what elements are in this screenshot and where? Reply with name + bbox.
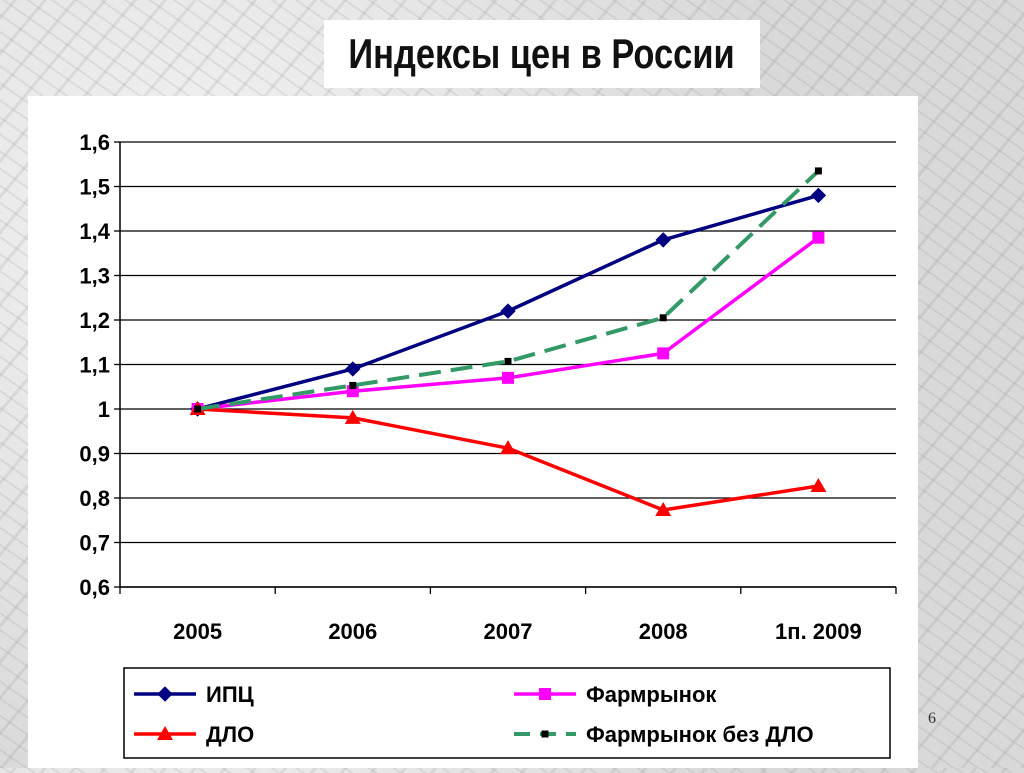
data-point [194, 405, 202, 413]
y-tick-label: 1,3 [79, 264, 110, 289]
legend-label: Фармрынок без ДЛО [586, 722, 814, 747]
series-4 [194, 167, 822, 413]
y-tick-label: 0,8 [79, 486, 110, 511]
y-tick-label: 1,6 [79, 130, 110, 155]
y-tick-label: 1,2 [79, 308, 110, 333]
legend-label: ИПЦ [206, 682, 254, 707]
x-tick-label: 2008 [639, 619, 688, 644]
y-tick-label: 1,1 [79, 353, 110, 378]
legend-label: Фармрынок [586, 682, 717, 707]
data-point [655, 502, 672, 517]
y-tick-label: 1,5 [79, 175, 110, 200]
data-point [157, 686, 173, 702]
data-point [810, 187, 827, 204]
x-tick-label: 2007 [484, 619, 533, 644]
data-point [500, 303, 516, 319]
series-line [197, 407, 819, 512]
chart-panel: 1,6 1,5 1,4 1,3 1,2 1,1 1 0,9 0,8 0,7 0,6 2005 2006 2… [28, 96, 918, 768]
slide-title-box: Индексы цен в России [324, 20, 760, 88]
data-point [659, 314, 667, 322]
data-point [349, 381, 357, 389]
data-point [345, 361, 361, 377]
y-tick-label: 1,4 [79, 219, 110, 244]
legend-item-3: ДЛО [134, 722, 254, 747]
chart-legend: ИПЦ Фармрынок ДЛО Фармрынок без ДЛО [123, 667, 891, 759]
data-point [810, 477, 827, 492]
y-tick-label: 0,7 [79, 531, 110, 556]
data-point [504, 357, 512, 365]
legend-item-4: Фармрынок без ДЛО [514, 722, 814, 747]
price-index-chart: 1,6 1,5 1,4 1,3 1,2 1,1 1 0,9 0,8 0,7 0,6 2005 2006 2… [79, 130, 897, 759]
legend-box [123, 667, 891, 759]
data-point [344, 409, 361, 424]
x-tick-label: 2006 [328, 619, 377, 644]
legend-label: ДЛО [206, 722, 254, 747]
series-line [197, 169, 820, 411]
data-point [657, 347, 670, 360]
data-point [541, 730, 549, 738]
data-point [157, 726, 173, 740]
data-point [812, 231, 825, 244]
legend-item-1: ИПЦ [134, 682, 254, 707]
page-number: 6 [928, 710, 936, 727]
data-point [655, 232, 671, 248]
x-tick-label: 1п. 2009 [775, 619, 862, 644]
series-3 [189, 401, 827, 517]
chart-axes: 1,6 1,5 1,4 1,3 1,2 1,1 1 0,9 0,8 0,7 0,6 2005 2006 2… [79, 130, 897, 644]
data-point [500, 440, 516, 455]
slide-title: Индексы цен в России [348, 30, 736, 77]
data-point [502, 371, 514, 384]
legend-item-2: Фармрынок [514, 682, 717, 707]
x-tick-label: 2005 [173, 619, 222, 644]
data-point [814, 167, 822, 175]
y-tick-label: 0,9 [79, 442, 110, 467]
series-lines [189, 167, 827, 517]
y-tick-label: 0,6 [79, 575, 110, 600]
data-point [539, 688, 551, 700]
y-tick-label: 1 [98, 397, 110, 422]
